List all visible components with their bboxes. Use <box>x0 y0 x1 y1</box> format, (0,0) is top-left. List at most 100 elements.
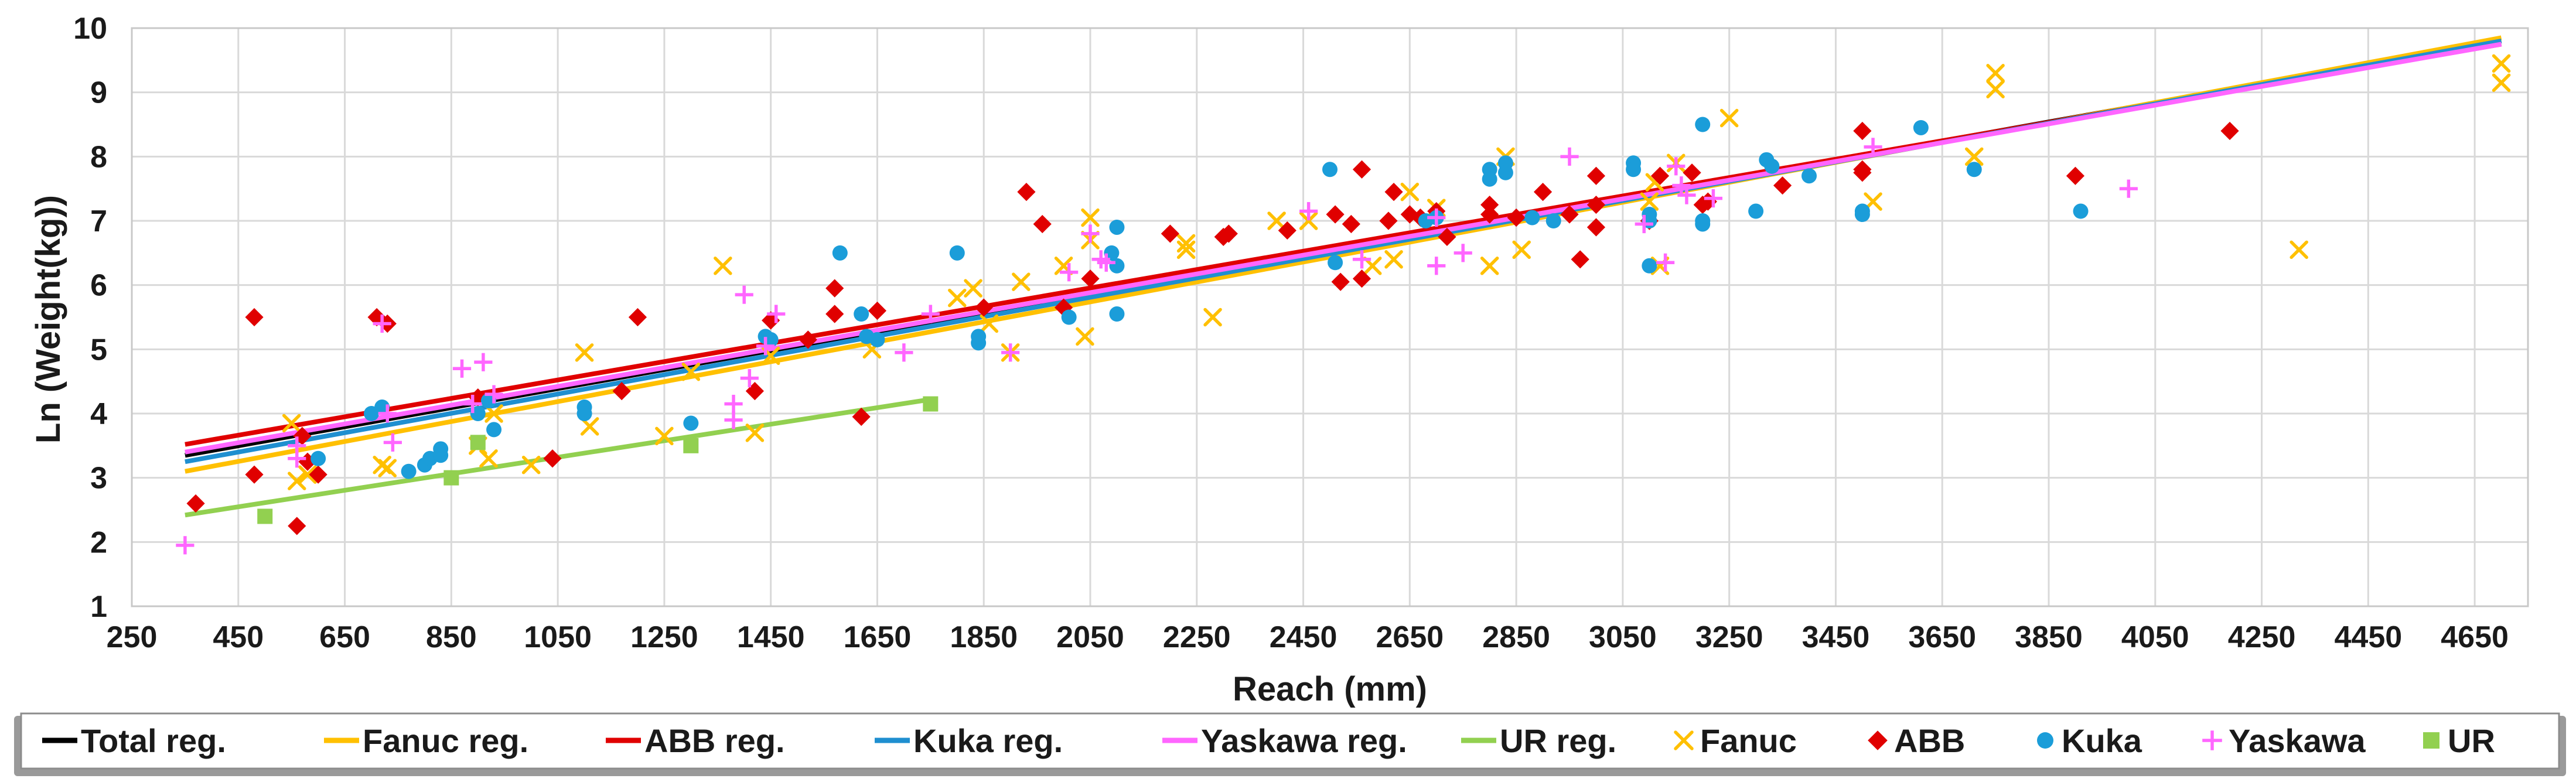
yaskawa-point <box>767 305 786 323</box>
abb-point <box>1342 214 1360 234</box>
abb-point <box>612 382 631 401</box>
yaskawa-point <box>756 337 775 356</box>
kuka-point <box>1802 168 1817 184</box>
legend-box <box>20 712 2560 770</box>
kuka-point <box>1061 309 1077 325</box>
abb-point <box>1698 192 1717 211</box>
fanuc-point <box>980 314 999 333</box>
x-tick-label: 2250 <box>1163 620 1231 654</box>
yaskawa-point <box>1704 189 1722 208</box>
x-tick-label: 4450 <box>2334 620 2402 654</box>
abb-point <box>825 279 844 298</box>
fanuc-point-stroke <box>1384 250 1403 269</box>
yaskawa-point <box>1427 257 1446 275</box>
kuka-point <box>1626 162 1642 177</box>
fanuc-point-stroke <box>980 314 999 333</box>
fanuc-point-stroke <box>1400 182 1420 202</box>
abb-point <box>799 330 817 349</box>
fanuc-point-stroke <box>1176 234 1196 253</box>
abb-point <box>1033 214 1052 234</box>
legend-fanuc-swatch-stroke <box>1674 730 1694 750</box>
fanuc-point <box>1986 64 2005 83</box>
x-tick-label: 3450 <box>1802 620 1870 654</box>
fanuc-point-stroke <box>1640 192 1659 211</box>
fanuc-point-stroke <box>681 362 701 381</box>
fanuc-point <box>1384 250 1403 269</box>
kuka-point <box>1328 255 1343 271</box>
yaskawa-point <box>1560 147 1579 166</box>
abb-point <box>1533 183 1553 202</box>
abb-point <box>1650 166 1670 185</box>
fanuc-point <box>1081 208 1100 227</box>
kuka-point <box>1109 258 1125 274</box>
yaskawa-point <box>1454 244 1472 262</box>
x-tick-label: 2450 <box>1270 620 1338 654</box>
abb-point <box>1384 183 1403 202</box>
yaskawa-point <box>452 359 472 378</box>
legend-ur-swatch <box>2423 732 2439 749</box>
abb-point <box>469 388 487 407</box>
fanuc-point <box>745 424 765 442</box>
x-tick-label: 1250 <box>630 620 698 654</box>
abb-point <box>288 517 306 535</box>
abb-point <box>1586 166 1606 185</box>
fanuc-point <box>288 472 306 490</box>
y-tick-label: 7 <box>90 204 107 238</box>
yaskawa-point <box>1677 186 1696 204</box>
kuka-point <box>683 415 699 431</box>
yaskawa-point <box>895 343 913 362</box>
abb-point <box>1331 272 1350 291</box>
abb-point <box>1560 205 1579 224</box>
fanuc-point-stroke <box>1076 327 1094 346</box>
abb-point <box>1853 160 1872 179</box>
grid-lines <box>131 27 2528 607</box>
fanuc-point-stroke <box>1054 257 1073 275</box>
yaskawa-point <box>463 394 482 414</box>
fanuc-point-stroke <box>1267 211 1286 230</box>
kuka-point <box>949 245 965 261</box>
x-tick-label: 3050 <box>1589 620 1657 654</box>
kuka-point <box>486 422 502 438</box>
abb-point <box>628 308 647 327</box>
yaskawa-point <box>373 314 391 333</box>
abb-point <box>1586 218 1606 237</box>
data-points <box>176 54 2511 555</box>
abb-point <box>1161 224 1179 243</box>
x-tick-label: 1850 <box>950 620 1018 654</box>
x-tick-label: 1450 <box>737 620 805 654</box>
abb-point <box>1326 205 1345 224</box>
x-tick-label: 3650 <box>1908 620 1976 654</box>
yaskawa-point <box>1060 263 1079 282</box>
abb-point <box>2220 121 2239 141</box>
y-tick-label: 10 <box>73 12 107 46</box>
kuka-point <box>311 450 326 466</box>
yaskawa-point <box>735 285 753 304</box>
fanuc-point <box>1965 147 1984 166</box>
legend-ur-label: UR <box>2448 722 2495 759</box>
fanuc-point-stroke <box>964 279 982 298</box>
fanuc-point-stroke <box>1480 257 1499 275</box>
x-tick-label: 250 <box>107 620 158 654</box>
abb-point <box>309 465 327 484</box>
x-tick-label: 450 <box>213 620 264 654</box>
kuka-point <box>1642 258 1657 274</box>
kuka-point <box>1764 158 1780 174</box>
abb-point <box>1379 211 1398 230</box>
kuka-point <box>1695 216 1711 232</box>
abb-point <box>1480 195 1499 214</box>
fanuc-point <box>948 288 967 308</box>
abb-point <box>1219 224 1238 243</box>
yaskawa-point <box>1656 253 1675 272</box>
x-tick-label: 850 <box>426 620 477 654</box>
yaskawa-point <box>176 536 195 555</box>
yaskawa-point <box>724 394 743 414</box>
fanuc-point-stroke <box>2492 73 2511 92</box>
regression-lines <box>185 35 2502 518</box>
yaskawa-point <box>474 353 493 371</box>
kuka-point <box>971 329 987 344</box>
abb-point <box>2066 166 2085 185</box>
abb-point <box>1853 121 1872 141</box>
abb-point <box>1683 163 1701 182</box>
fanuc-point <box>1267 211 1286 230</box>
